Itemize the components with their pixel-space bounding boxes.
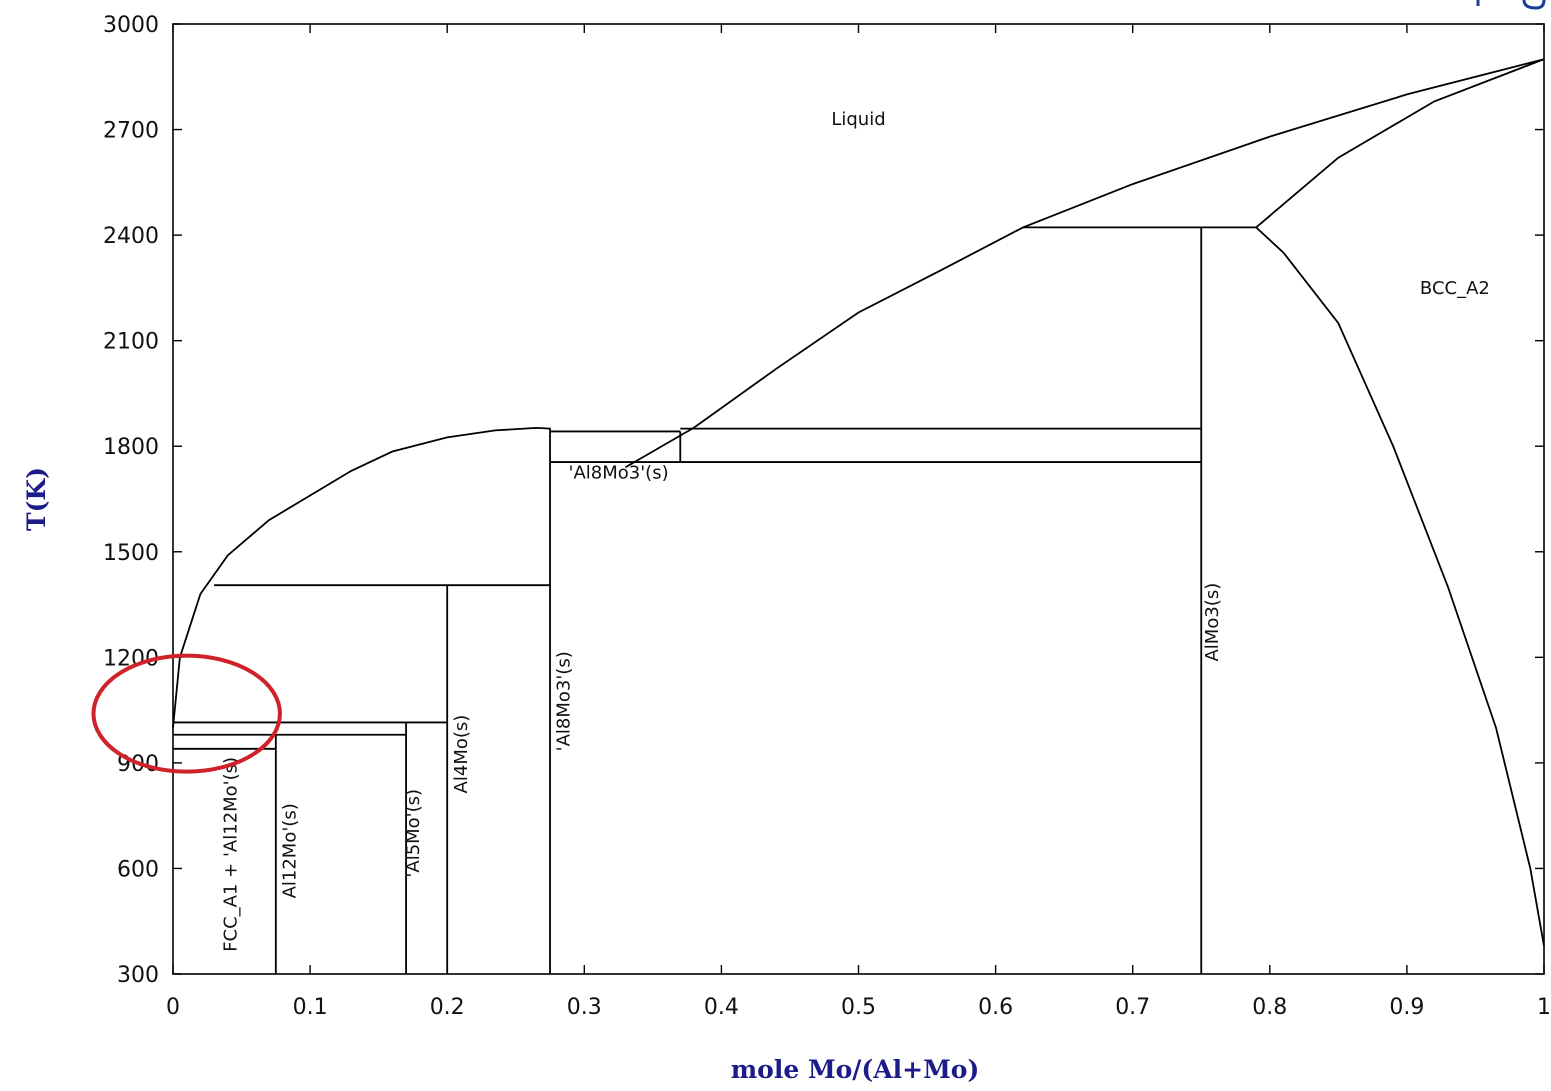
y-tick-label: 300 <box>117 963 159 988</box>
y-axis-title: T(K) <box>22 467 51 531</box>
x-axis-title: mole Mo/(Al+Mo) <box>731 1055 980 1084</box>
plot-frame <box>172 23 1545 975</box>
y-tick-label: 2700 <box>103 119 159 144</box>
x-tick-label: 0.5 <box>841 995 876 1020</box>
x-tick-label: 0.2 <box>430 995 465 1020</box>
liquidus-mo-side-line <box>693 58 1545 429</box>
x-tick-labels: 0 0.1 0.2 0.3 0.4 0.5 0.6 0.7 0.8 0.9 1 <box>166 995 1551 1020</box>
boundary-segment <box>624 426 695 469</box>
region-label: 'Al8Mo3'(s) <box>554 651 575 751</box>
solidus-mo-side-line <box>1255 58 1545 229</box>
y-tick-label: 1500 <box>103 541 159 566</box>
x-tick-label: 0.4 <box>704 995 739 1020</box>
region-label: Al4Mo(s) <box>451 715 472 794</box>
y-tick-label: 2400 <box>103 224 159 249</box>
phase-boundaries <box>172 58 1545 974</box>
x-tick-label: 0.7 <box>1115 995 1150 1020</box>
axis-ticks <box>172 23 1545 975</box>
x-tick-label: 1 <box>1537 995 1551 1020</box>
x-tick-label: 0.3 <box>567 995 602 1020</box>
liquidus-al-side-line <box>172 426 551 728</box>
bcc-solvus-line <box>1255 226 1545 947</box>
x-tick-label: 0.6 <box>978 995 1013 1020</box>
x-tick-label: 0.1 <box>293 995 328 1020</box>
highlight-layer <box>91 653 282 774</box>
region-label: 'Al5Mo'(s) <box>403 789 424 878</box>
corner-mark-curve <box>1522 0 1546 10</box>
region-label: FCC_A1 + 'Al12Mo'(s) <box>221 757 242 952</box>
region-label: 'Al8Mo3'(s) <box>569 463 669 484</box>
x-tick-label: 0.8 <box>1252 995 1287 1020</box>
y-tick-label: 3000 <box>103 13 159 38</box>
region-label: AlMo3(s) <box>1202 583 1223 662</box>
region-label: Liquid <box>831 109 885 130</box>
y-tick-label: 600 <box>117 857 159 882</box>
region-label: Al12Mo'(s) <box>280 803 301 898</box>
highlight-ellipse <box>91 653 282 774</box>
y-tick-label: 2100 <box>103 330 159 355</box>
y-tick-label: 1800 <box>103 435 159 460</box>
region-label: BCC_A2 <box>1420 278 1490 299</box>
x-tick-label: 0.9 <box>1389 995 1424 1020</box>
x-tick-label: 0 <box>166 995 180 1020</box>
region-labels: Liquid BCC_A2 'Al8Mo3'(s) FCC_A1 + 'Al12Mo'… <box>221 109 1490 952</box>
corner-logo-fragment <box>1476 0 1546 10</box>
